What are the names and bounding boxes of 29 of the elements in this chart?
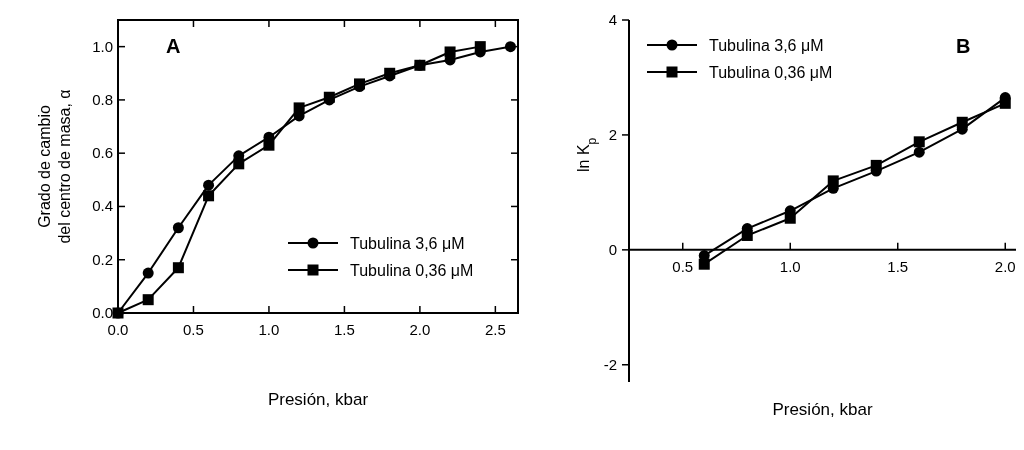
- text: A: [166, 35, 181, 57]
- y-tick-label: 4: [608, 11, 617, 28]
- x-tick-label: 1.0: [779, 257, 801, 275]
- x-tick-label: 0.0: [107, 321, 129, 338]
- y-tick-label: 2: [608, 125, 617, 143]
- x-tick-label: 0.5: [672, 257, 694, 275]
- legend-label: Tubulina 0,36 μM: [350, 262, 474, 279]
- y-tick-label: 0.6: [92, 144, 113, 162]
- x-tick-label: 1.0: [258, 321, 280, 338]
- y-tick-label: 0.0: [92, 304, 113, 321]
- y-tick-label: 1.0: [92, 37, 113, 55]
- y-tick-label: -2: [603, 355, 617, 373]
- x-tick-label: 1.5: [887, 257, 909, 275]
- legend-label: Tubulina 3,6 μM: [709, 37, 824, 54]
- y-axis-title: Grado de cambio del centro de masa, α: [36, 89, 73, 244]
- x-tick-label: 0.5: [183, 321, 204, 338]
- legend-label: Tubulina 3,6 μM: [350, 235, 465, 252]
- x-axis-title: Presión, kbar: [267, 390, 369, 409]
- y-tick-label: 0.4: [92, 197, 113, 215]
- y-tick-label: 0.8: [92, 90, 113, 108]
- y-tick-label: 0.2: [92, 250, 113, 268]
- x-tick-label: 1.5: [333, 321, 355, 338]
- x-tick-label: 2.0: [994, 257, 1016, 275]
- y-tick-label: 0: [608, 240, 617, 258]
- x-axis-title: Presión, kbar: [772, 400, 873, 419]
- text: B: [956, 35, 971, 57]
- legend-label: Tubulina 0,36 μM: [709, 64, 833, 81]
- x-tick-label: 2.5: [484, 321, 506, 338]
- x-tick-label: 2.0: [409, 321, 431, 338]
